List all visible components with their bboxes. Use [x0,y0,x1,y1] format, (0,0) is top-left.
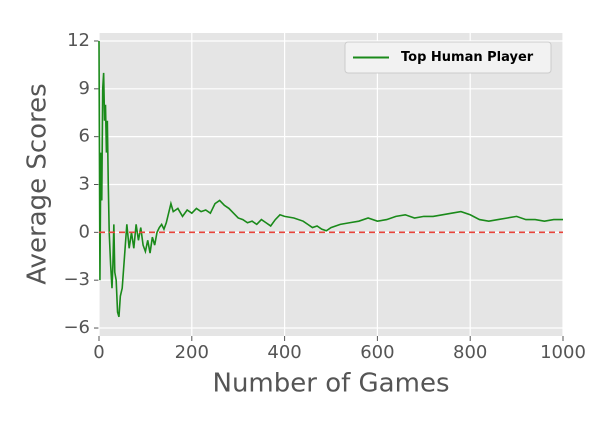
x-axis-label: Number of Games [213,369,450,399]
x-tick-label: 200 [175,342,209,363]
x-tick-label: 400 [267,342,301,363]
y-tick-label: 3 [79,174,90,195]
x-tick-label: 600 [360,342,394,363]
y-tick-label: 9 [79,78,90,99]
y-axis-label: Average Scores [23,83,53,284]
x-tick-label: 800 [453,342,487,363]
y-tick-label: 0 [79,221,90,242]
x-tick-label: 1000 [540,342,586,363]
y-tick-label: −6 [63,317,90,338]
data-line [98,40,563,318]
y-tick-label: 12 [67,30,90,51]
y-tick-label: 6 [79,126,90,147]
legend-label: Top Human Player [401,50,534,65]
legend-box [344,41,552,74]
x-tick-label: 0 [93,342,104,363]
y-tick-label: −3 [63,269,90,290]
